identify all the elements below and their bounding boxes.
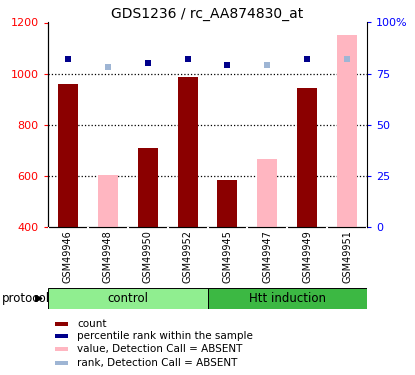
Text: protocol: protocol [2, 292, 50, 305]
Text: Htt induction: Htt induction [249, 292, 326, 305]
Text: percentile rank within the sample: percentile rank within the sample [78, 332, 253, 341]
Bar [138, 148, 158, 227]
Text: GSM49952: GSM49952 [183, 230, 193, 283]
Bar [178, 77, 198, 227]
Bar [55, 347, 68, 351]
Text: value, Detection Call = ABSENT: value, Detection Call = ABSENT [78, 344, 243, 354]
Bar [257, 159, 277, 227]
Bar [55, 334, 68, 338]
Text: control: control [107, 292, 148, 305]
Bar [337, 35, 357, 227]
Bar [217, 180, 237, 227]
Text: GSM49950: GSM49950 [143, 230, 153, 283]
Bar [298, 88, 317, 227]
Text: GSM49948: GSM49948 [103, 230, 112, 283]
Text: GSM49947: GSM49947 [262, 230, 272, 283]
Bar [208, 288, 367, 309]
Bar [55, 361, 68, 365]
Text: GSM49946: GSM49946 [63, 230, 73, 283]
Text: GSM49949: GSM49949 [303, 230, 312, 283]
Bar [55, 321, 68, 326]
Title: GDS1236 / rc_AA874830_at: GDS1236 / rc_AA874830_at [111, 8, 304, 21]
Bar [58, 84, 78, 227]
Bar [48, 288, 208, 309]
Text: count: count [78, 319, 107, 328]
Text: rank, Detection Call = ABSENT: rank, Detection Call = ABSENT [78, 358, 238, 368]
Text: GSM49945: GSM49945 [222, 230, 232, 283]
Text: GSM49951: GSM49951 [342, 230, 352, 283]
Bar [98, 174, 117, 227]
